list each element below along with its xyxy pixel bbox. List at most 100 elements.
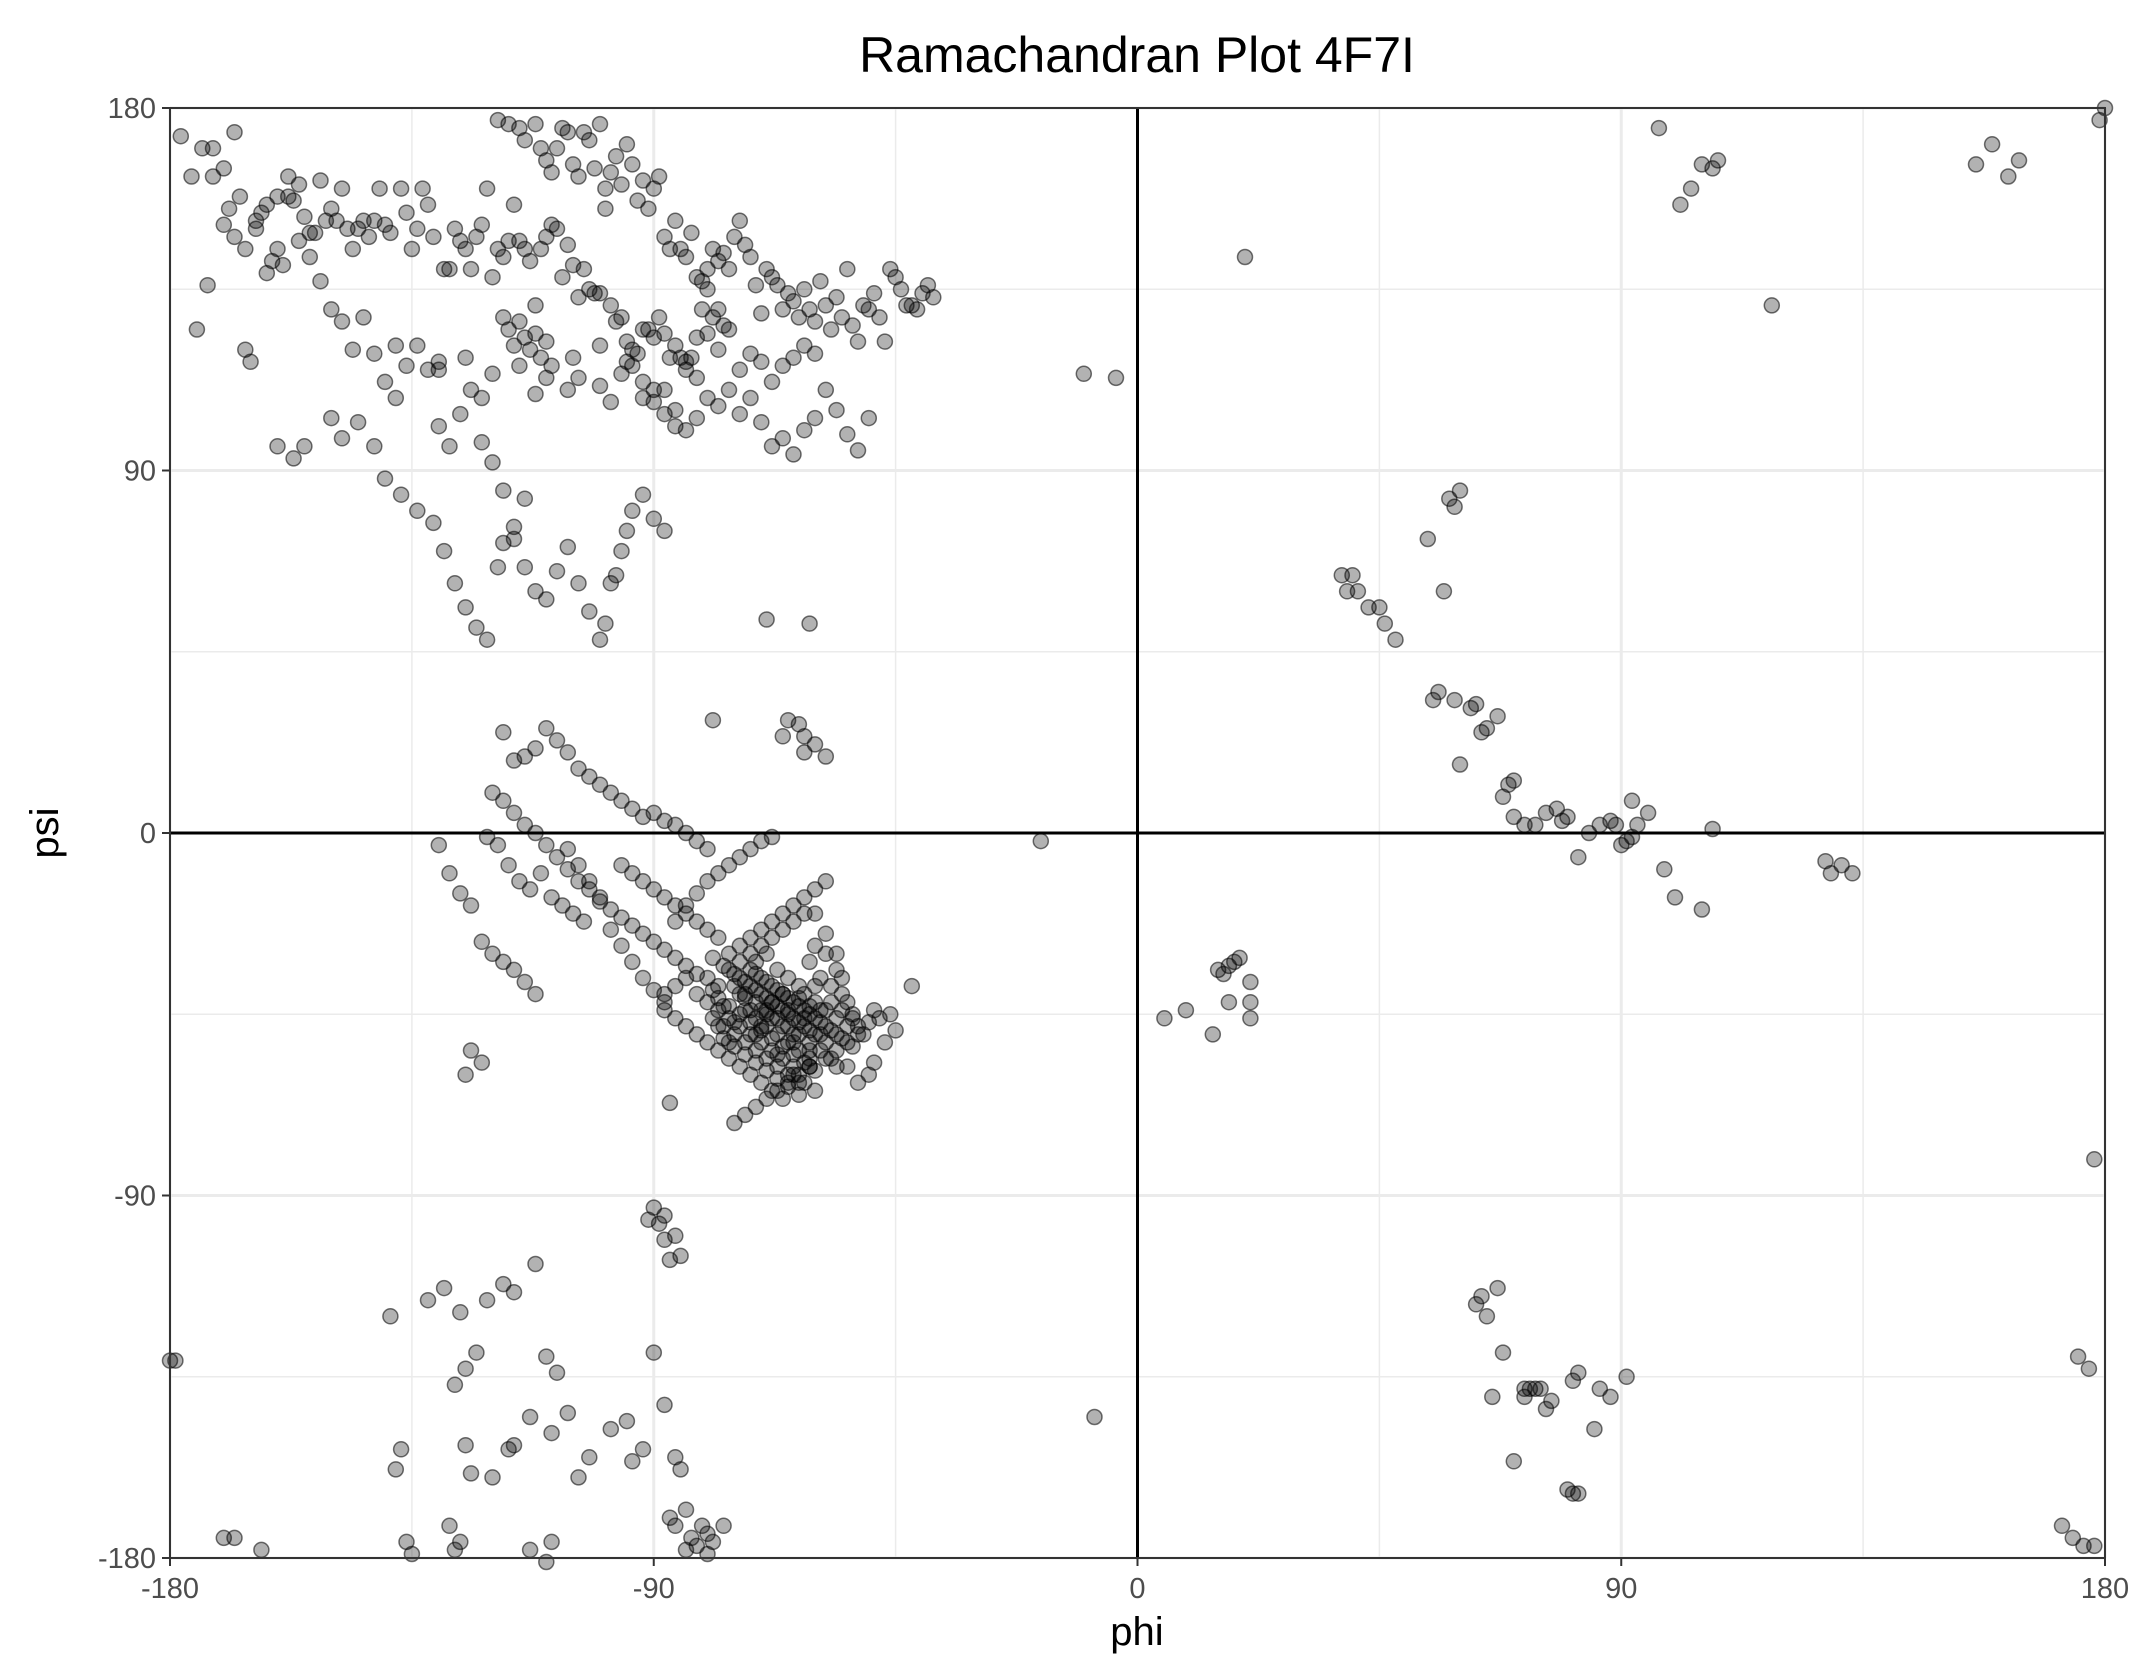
data-point bbox=[538, 333, 555, 350]
data-point bbox=[548, 732, 566, 749]
data-point bbox=[2086, 1537, 2103, 1555]
data-point bbox=[677, 421, 695, 439]
data-point bbox=[564, 349, 582, 366]
data-point bbox=[785, 349, 802, 366]
data-point bbox=[521, 881, 539, 898]
data-point bbox=[806, 937, 824, 955]
x-tick-label: 90 bbox=[1605, 1573, 1637, 1605]
data-point bbox=[323, 301, 340, 318]
data-point bbox=[301, 248, 319, 266]
data-point bbox=[865, 285, 883, 302]
data-point bbox=[188, 321, 206, 338]
data-point bbox=[1844, 865, 1861, 882]
data-point bbox=[607, 566, 625, 584]
data-point bbox=[333, 313, 351, 330]
data-point bbox=[1478, 720, 1496, 737]
data-point bbox=[624, 156, 641, 173]
data-point bbox=[844, 1038, 861, 1055]
data-point bbox=[882, 260, 899, 278]
y-tick-label: -180 bbox=[98, 1543, 156, 1575]
data-point bbox=[1763, 297, 1781, 314]
data-point bbox=[667, 1227, 684, 1245]
data-point bbox=[1371, 599, 1388, 616]
data-point bbox=[484, 365, 501, 383]
data-point bbox=[806, 1082, 824, 1100]
data-point bbox=[559, 744, 577, 761]
data-point bbox=[548, 1364, 566, 1381]
data-point bbox=[602, 297, 620, 314]
data-point bbox=[790, 977, 808, 995]
data-point bbox=[220, 200, 238, 217]
data-point bbox=[849, 1074, 867, 1091]
data-point bbox=[505, 804, 523, 822]
data-point bbox=[1489, 707, 1506, 725]
data-point bbox=[1833, 856, 1850, 874]
data-point bbox=[194, 140, 211, 157]
data-point bbox=[1451, 482, 1469, 499]
data-point bbox=[489, 836, 507, 854]
data-point bbox=[538, 1553, 555, 1571]
data-point bbox=[1564, 1485, 1582, 1502]
data-point bbox=[591, 285, 609, 302]
data-point bbox=[2010, 152, 2028, 169]
data-point bbox=[656, 1001, 673, 1019]
data-point bbox=[715, 317, 732, 334]
data-point bbox=[591, 115, 609, 133]
data-point bbox=[419, 196, 437, 213]
data-point bbox=[457, 349, 474, 366]
data-point bbox=[720, 381, 738, 399]
data-point bbox=[1586, 1420, 1603, 1438]
data-point bbox=[452, 885, 469, 902]
data-point bbox=[495, 534, 512, 552]
data-point bbox=[1430, 683, 1447, 701]
data-point bbox=[634, 486, 652, 503]
data-point bbox=[1967, 156, 1985, 173]
data-point bbox=[742, 248, 759, 266]
data-point bbox=[1242, 1010, 1259, 1027]
data-point bbox=[500, 856, 517, 874]
data-point bbox=[527, 1255, 544, 1273]
data-point bbox=[1484, 1388, 1501, 1406]
data-point bbox=[387, 389, 405, 407]
data-point bbox=[1446, 498, 1463, 516]
data-point bbox=[876, 1034, 894, 1051]
data-point bbox=[763, 268, 781, 286]
data-point bbox=[892, 281, 910, 298]
data-point bbox=[806, 409, 824, 427]
data-point bbox=[548, 562, 566, 580]
data-point bbox=[801, 953, 818, 971]
data-point bbox=[640, 200, 657, 217]
data-point bbox=[591, 889, 609, 906]
data-point bbox=[430, 836, 448, 854]
data-point bbox=[376, 373, 394, 391]
data-point bbox=[1156, 1010, 1173, 1027]
data-point bbox=[581, 1449, 598, 1466]
data-point bbox=[586, 285, 603, 302]
data-point bbox=[538, 720, 555, 737]
data-point bbox=[570, 575, 587, 592]
data-point bbox=[597, 180, 614, 197]
data-point bbox=[1032, 832, 1050, 850]
data-point bbox=[1177, 1001, 1195, 1019]
data-point bbox=[1215, 965, 1232, 983]
data-point bbox=[253, 204, 270, 221]
data-point bbox=[645, 393, 663, 411]
data-point bbox=[543, 1533, 560, 1551]
data-point bbox=[559, 840, 577, 858]
data-point bbox=[779, 285, 797, 302]
data-point bbox=[527, 740, 544, 757]
x-tick-label: 180 bbox=[2081, 1573, 2129, 1605]
data-point bbox=[747, 1026, 765, 1043]
data-point bbox=[344, 341, 362, 358]
data-point bbox=[624, 953, 641, 971]
data-point bbox=[495, 724, 512, 741]
data-point bbox=[543, 1424, 560, 1442]
data-point bbox=[597, 615, 614, 632]
data-point bbox=[779, 969, 797, 987]
data-point bbox=[774, 985, 792, 1003]
data-point bbox=[398, 357, 415, 375]
data-point bbox=[817, 381, 835, 399]
data-point bbox=[452, 405, 469, 423]
data-point bbox=[634, 969, 652, 987]
data-point bbox=[828, 401, 845, 419]
